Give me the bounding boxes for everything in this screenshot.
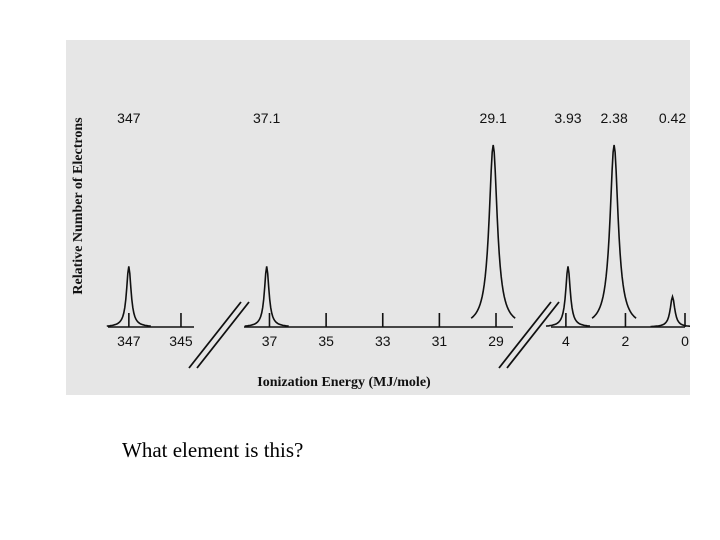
peak-value-label: 347 <box>117 110 141 126</box>
x-tick-label: 0 <box>681 333 689 349</box>
peak-value-label: 29.1 <box>480 110 507 126</box>
x-tick-label: 35 <box>318 333 334 349</box>
peak-line <box>106 266 151 327</box>
axis-break-marks <box>188 301 560 369</box>
peak-line <box>650 293 690 328</box>
axis-break-slash <box>196 301 250 369</box>
x-tick-label: 29 <box>488 333 504 349</box>
peak-line <box>545 266 591 327</box>
pes-spectrum-figure: Relative Number of Electrons 347 37.1 29.1… <box>66 40 690 395</box>
peak-labels: 347 37.1 29.1 3.93 2.38 0.42 <box>117 110 686 126</box>
peak-value-label: 2.38 <box>601 110 628 126</box>
peak-value-label: 3.93 <box>554 110 581 126</box>
x-tick-label: 2 <box>622 333 630 349</box>
x-axis <box>108 313 686 328</box>
peak-line <box>591 144 637 319</box>
x-axis-label: Ionization Energy (MJ/mole) <box>257 375 431 390</box>
tick-labels: 347 345 37 35 33 31 29 4 2 0 <box>117 333 689 349</box>
x-tick-label: 31 <box>432 333 448 349</box>
peak-value-label: 0.42 <box>659 110 686 126</box>
peak-line <box>244 266 289 327</box>
y-axis-label: Relative Number of Electrons <box>71 117 86 295</box>
peaks <box>106 144 690 328</box>
x-tick-label: 4 <box>562 333 570 349</box>
x-tick-label: 347 <box>117 333 141 349</box>
peak-line <box>470 144 516 319</box>
axis-break-slash <box>506 301 560 369</box>
peak-value-label: 37.1 <box>253 110 280 126</box>
axis-break-slash <box>188 301 242 369</box>
pes-chart: Relative Number of Electrons 347 37.1 29.1… <box>71 110 690 390</box>
x-tick-label: 37 <box>262 333 278 349</box>
axis-break-slash <box>498 301 552 369</box>
question-caption: What element is this? <box>122 438 304 462</box>
x-tick-label: 345 <box>169 333 193 349</box>
x-tick-label: 33 <box>375 333 391 349</box>
